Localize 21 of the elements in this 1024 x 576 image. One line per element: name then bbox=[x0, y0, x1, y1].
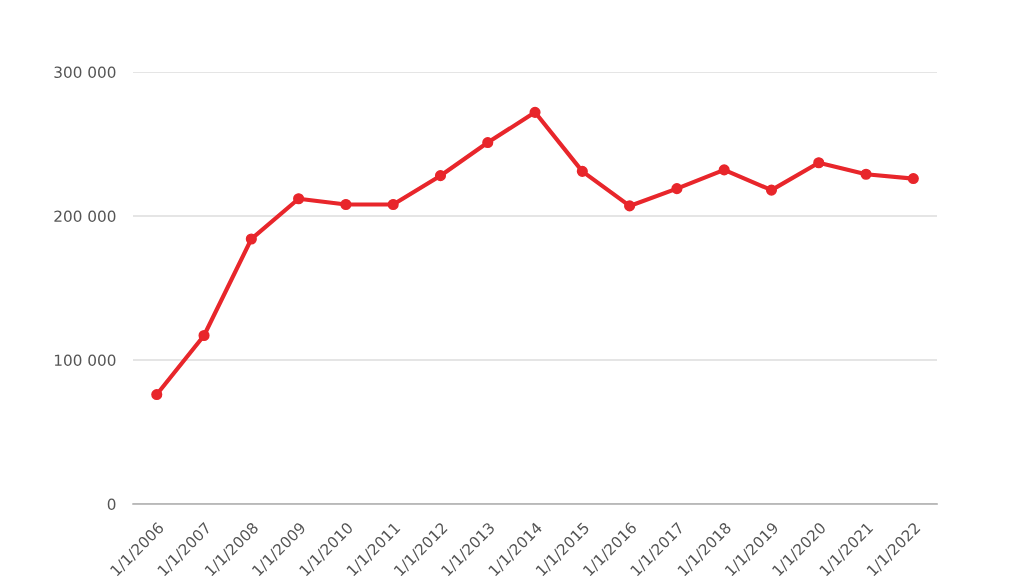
point bbox=[151, 389, 163, 401]
point bbox=[671, 183, 683, 195]
point bbox=[482, 137, 494, 149]
point bbox=[340, 198, 352, 211]
point bbox=[434, 170, 447, 182]
point bbox=[907, 173, 919, 185]
point bbox=[718, 164, 730, 176]
point bbox=[293, 193, 305, 205]
point bbox=[813, 157, 825, 169]
y-tick-label: 200 000 bbox=[54, 210, 116, 223]
point bbox=[245, 233, 257, 245]
point bbox=[198, 329, 210, 342]
y-tick-label: 100 000 bbox=[54, 354, 116, 367]
y-tick-label: 300 000 bbox=[54, 66, 116, 79]
point bbox=[576, 165, 588, 177]
y-tick-label: 0 bbox=[107, 498, 116, 511]
point bbox=[765, 184, 778, 196]
point bbox=[387, 198, 399, 211]
point bbox=[624, 200, 636, 212]
point bbox=[860, 168, 872, 180]
point bbox=[529, 106, 541, 118]
